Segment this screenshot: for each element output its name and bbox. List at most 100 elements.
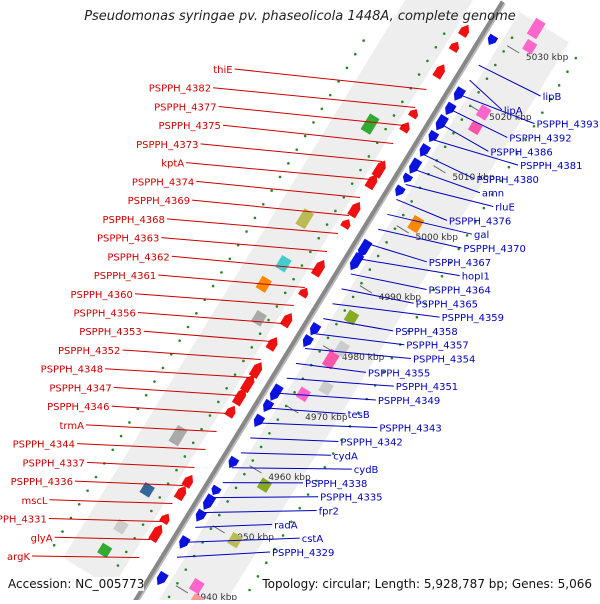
gene-label-forward[interactable]: thiE <box>213 65 232 76</box>
reverse-gene[interactable] <box>485 34 498 48</box>
gene-label-forward[interactable]: PSPPH_4344 <box>13 440 75 451</box>
gene-label-reverse[interactable]: PSPPH_4351 <box>396 382 458 393</box>
gene-label-forward[interactable]: argK <box>7 552 30 563</box>
gene-label-forward[interactable]: PSPPH_4373 <box>136 140 198 151</box>
forward-gene[interactable] <box>408 107 421 120</box>
reverse-gene[interactable] <box>193 509 207 524</box>
forward-gene-shape <box>347 200 363 219</box>
forward-gene[interactable] <box>311 258 328 278</box>
reverse-gene[interactable] <box>425 130 439 145</box>
forward-gene[interactable] <box>399 120 412 134</box>
gene-label-reverse[interactable]: PSPPH_4359 <box>442 313 504 324</box>
gene-label-reverse[interactable]: lipB <box>543 92 562 103</box>
gene-label-reverse[interactable]: PSPPH_4338 <box>305 479 367 490</box>
gene-label-forward[interactable]: PSPPH_4337 <box>23 458 85 469</box>
gene-label-reverse[interactable]: rluE <box>495 203 515 214</box>
gene-label-forward[interactable]: trmA <box>60 421 85 432</box>
gene-label-forward[interactable]: PSPPH_4362 <box>107 252 169 263</box>
gene-label-forward[interactable]: PSPPH_4336 <box>11 477 73 488</box>
gene-label-reverse[interactable]: PSPPH_4376 <box>449 216 511 227</box>
gene-label-reverse[interactable]: cydA <box>333 451 358 462</box>
gene-label-reverse[interactable]: tesB <box>348 410 370 421</box>
gene-label-reverse[interactable]: PSPPH_4392 <box>509 133 571 144</box>
forward-gene[interactable] <box>159 511 172 525</box>
gene-label-forward[interactable]: mscL <box>21 496 47 507</box>
scale-dot <box>78 503 81 506</box>
forward-gene[interactable] <box>181 473 196 489</box>
forward-gene[interactable] <box>265 335 280 352</box>
gene-label-reverse[interactable]: PSPPH_4393 <box>537 120 599 131</box>
gene-label-forward[interactable]: PSPPH_4369 <box>128 196 190 207</box>
gene-label-reverse[interactable]: cydB <box>354 465 379 476</box>
scale-dot <box>287 162 290 165</box>
forward-gene[interactable] <box>340 217 353 230</box>
gene-label-reverse[interactable]: lipA <box>504 106 523 117</box>
gene-label-forward[interactable]: glyA <box>31 533 53 544</box>
gene-label-forward[interactable]: PSPPH_4368 <box>102 215 164 226</box>
scale-dot <box>187 326 190 329</box>
scale-dot <box>250 346 253 349</box>
gene-label-forward[interactable]: PSPPH_4353 <box>79 327 141 338</box>
gene-label-forward[interactable]: kptA <box>161 159 184 170</box>
forward-gene[interactable] <box>449 39 462 53</box>
forward-gene[interactable] <box>224 403 238 418</box>
gene-label-reverse[interactable]: PSPPH_4342 <box>340 437 402 448</box>
forward-gene[interactable] <box>280 311 296 329</box>
gene-label-reverse[interactable]: PSPPH_4380 <box>477 175 539 186</box>
gene-label-forward[interactable]: PSPPH_4377 <box>154 102 216 113</box>
gene-label-reverse[interactable]: PSPPH_4367 <box>429 258 491 269</box>
gene-label-reverse[interactable]: cstA <box>302 534 324 545</box>
forward-gene-shape <box>224 403 238 418</box>
scale-dot <box>176 582 179 585</box>
gene-label-forward[interactable]: PSPPH_4356 <box>73 309 135 320</box>
gene-label-forward[interactable]: PSPPH_4348 <box>41 365 103 376</box>
forward-gene[interactable] <box>148 522 165 543</box>
forward-gene[interactable] <box>458 22 472 37</box>
gene-label-forward[interactable]: PSPPH_4363 <box>97 234 159 245</box>
forward-gene[interactable] <box>347 200 363 219</box>
reverse-gene[interactable] <box>392 184 405 198</box>
gene-label-reverse[interactable]: fpr2 <box>319 507 339 518</box>
scale-dot <box>494 64 497 67</box>
scale-dot <box>86 489 89 492</box>
gene-label-reverse[interactable]: radA <box>274 520 298 531</box>
gene-label-reverse[interactable]: PSPPH_4364 <box>428 285 490 296</box>
gene-label-reverse[interactable]: PSPPH_4357 <box>406 341 468 352</box>
gene-label-reverse[interactable]: gal <box>474 230 489 241</box>
scale-dot <box>277 418 280 421</box>
gene-label-reverse[interactable]: PSPPH_4358 <box>395 327 457 338</box>
scale-dot <box>225 387 228 390</box>
scale-tick-label: 4980 kbp <box>342 353 385 363</box>
gene-label-reverse[interactable]: PSPPH_4335 <box>320 493 382 504</box>
forward-gene-shape <box>432 62 448 80</box>
gene-label-reverse[interactable]: PSPPH_4343 <box>379 424 441 435</box>
gene-label-reverse[interactable]: PSPPH_4349 <box>378 396 440 407</box>
gene-label-reverse[interactable]: PSPPH_4370 <box>463 244 525 255</box>
gene-label-forward[interactable]: PSPPH_4347 <box>49 383 111 394</box>
gene-label-forward[interactable]: PSPPH_4352 <box>58 346 120 357</box>
gene-label-reverse[interactable]: PSPPH_4354 <box>413 355 475 366</box>
gene-label-forward[interactable]: PSPPH_4361 <box>94 271 156 282</box>
gene-label-forward[interactable]: PSPPH_4374 <box>132 177 194 188</box>
reverse-gene-shape <box>392 184 405 198</box>
scale-dot <box>265 561 268 564</box>
gene-label-reverse[interactable]: PSPPH_4355 <box>368 368 430 379</box>
gene-label-reverse[interactable]: hopI1 <box>462 272 490 283</box>
gene-label-reverse[interactable]: PSPPH_4381 <box>520 161 582 172</box>
reverse-gene[interactable] <box>400 172 413 185</box>
gene-label-forward[interactable]: PSPPH_4360 <box>70 290 132 301</box>
forward-gene-shape <box>280 311 296 329</box>
reverse-gene[interactable] <box>260 399 274 414</box>
gene-label-forward[interactable]: PSPPH_4331 <box>0 515 47 526</box>
gene-label-forward[interactable]: PSPPH_4375 <box>159 121 221 132</box>
gene-label-reverse[interactable]: PSPPH_4329 <box>272 548 334 559</box>
gene-label-reverse[interactable]: amn <box>482 189 504 200</box>
scale-dot <box>259 332 262 335</box>
gene-label-reverse[interactable]: PSPPH_4386 <box>490 147 552 158</box>
reverse-gene[interactable] <box>300 334 314 349</box>
forward-gene[interactable] <box>432 62 448 80</box>
gene-label-forward[interactable]: PSPPH_4346 <box>47 402 109 413</box>
gene-label-forward[interactable]: PSPPH_4382 <box>149 84 211 95</box>
gene-label-reverse[interactable]: PSPPH_4365 <box>416 299 478 310</box>
